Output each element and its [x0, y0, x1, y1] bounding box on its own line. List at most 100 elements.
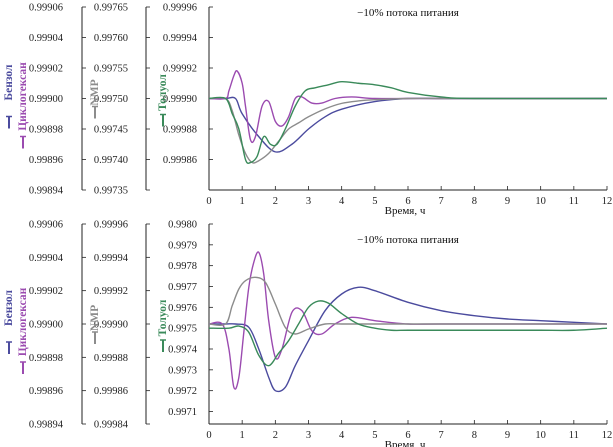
y-tick-label: 0.99996 — [163, 3, 197, 14]
y-tick-label: 0.99986 — [163, 155, 197, 166]
y-tick-label: 0.99988 — [163, 125, 197, 136]
y-tick-label: 0.99984 — [94, 420, 129, 431]
y-tick-label: 0.99986 — [94, 386, 128, 397]
y-tick-label: 0.99765 — [94, 3, 128, 14]
chart-title: −10% потока питания — [357, 234, 459, 246]
x-tick-label: 4 — [339, 430, 345, 441]
y-tick-label: 0.99896 — [29, 155, 63, 166]
series-line-toluene — [208, 80, 608, 165]
series-line-cyclohexane — [208, 70, 607, 144]
y-axis-1: 0.99906 0.99904 0.99902 0.99900 0.99898 0.998… — [29, 220, 86, 431]
x-tick-label: 8 — [472, 196, 477, 207]
y-tick-label: 0.99996 — [94, 220, 128, 231]
x-tick-label: 9 — [505, 196, 510, 207]
y-tick-label: 0.99735 — [94, 186, 128, 197]
y-tick-label: 0.99894 — [29, 420, 64, 431]
legend-cyclohexane-label: Циклогексан — [17, 287, 29, 356]
y-tick-label: 0.99988 — [94, 353, 128, 364]
y-axis-2: 0.99996 0.99994 0.99992 0.99990 0.99988 0.999… — [94, 220, 150, 431]
series-group — [208, 251, 608, 393]
x-tick-label: 11 — [569, 196, 579, 207]
x-tick-label: 3 — [306, 196, 311, 207]
y-tick-label: 0.99994 — [163, 33, 198, 44]
y-tick-label: 0.9971 — [168, 407, 197, 418]
x-tick-label: 0 — [206, 196, 211, 207]
x-tick-label: 10 — [535, 430, 546, 441]
y-tick-label: 0.99755 — [94, 64, 128, 75]
y-tick-label: 0.99760 — [94, 33, 128, 44]
x-tick-label: 11 — [569, 430, 579, 441]
series-line-cyclohexane — [208, 251, 607, 390]
y-tick-label: 0.99750 — [94, 94, 128, 105]
x-tick-label: 2 — [273, 430, 278, 441]
legend-toluene-label: Толуол — [157, 299, 169, 336]
series-line-nmp — [208, 276, 607, 335]
x-tick-label: 12 — [602, 430, 613, 441]
x-tick-label: 6 — [405, 196, 410, 207]
y-axis-3: 0.99996 0.99994 0.99992 0.99990 0.99988 0.999… — [163, 3, 213, 190]
x-tick-label: 4 — [339, 196, 345, 207]
y-tick-label: 0.9972 — [168, 386, 197, 397]
x-tick-label: 2 — [273, 196, 278, 207]
series-line-nmp — [208, 96, 607, 164]
x-axis-label: Время, ч — [385, 439, 426, 447]
y-tick-label: 0.99900 — [29, 320, 63, 331]
y-tick-label: 0.99990 — [94, 320, 128, 331]
y-tick-label: 0.99894 — [29, 186, 64, 197]
x-tick-label: 5 — [372, 430, 377, 441]
series-line-benzene — [209, 286, 608, 393]
series-line-toluene — [208, 300, 608, 367]
legend-toluene-label: Толуол — [157, 74, 169, 111]
y-tick-label: 0.9978 — [168, 261, 197, 272]
x-axis: 0 1 2 3 4 5 6 7 8 9 10 11 12 — [206, 420, 612, 441]
x-tick-label: 1 — [240, 430, 245, 441]
y-tick-label: 0.9977 — [168, 282, 197, 293]
y-tick-label: 0.99906 — [29, 3, 63, 14]
x-tick-label: 7 — [439, 196, 444, 207]
y-tick-label: 0.99992 — [163, 64, 197, 75]
chart-panel-2: 0.99906 0.99904 0.99902 0.99900 0.99898 0.998… — [3, 220, 612, 447]
y-tick-label: 0.99994 — [94, 253, 129, 264]
y-tick-label: 0.99904 — [29, 33, 64, 44]
y-tick-label: 0.99904 — [29, 253, 64, 264]
legend-nmp-label: NMP — [89, 79, 101, 105]
x-tick-label: 1 — [240, 196, 245, 207]
x-tick-label: 5 — [372, 196, 377, 207]
y-tick-label: 0.9973 — [168, 365, 197, 376]
x-tick-label: 9 — [505, 430, 510, 441]
legend-benzene-label: Бензол — [3, 64, 15, 100]
x-tick-label: 7 — [439, 430, 444, 441]
y-axis-3: 0.9980 0.9979 0.9978 0.9977 0.9976 0.9975 0.99… — [168, 220, 213, 424]
x-tick-label: 3 — [306, 430, 311, 441]
y-tick-label: 0.99992 — [94, 286, 128, 297]
x-tick-label: 6 — [405, 430, 410, 441]
x-tick-label: 12 — [602, 196, 613, 207]
y-tick-label: 0.99902 — [29, 64, 63, 75]
y-tick-label: 0.99990 — [163, 94, 197, 105]
legend-cyclohexane-label: Циклогексан — [17, 62, 29, 131]
y-axis-2: 0.99765 0.99760 0.99755 0.99750 0.99745 0.997… — [94, 3, 150, 197]
x-tick-label: 8 — [472, 430, 477, 441]
chart-panel-1: 0.99906 0.99904 0.99902 0.99900 0.99898 0.998… — [3, 3, 612, 218]
x-tick-label: 0 — [206, 430, 211, 441]
y-tick-label: 0.99740 — [94, 155, 128, 166]
y-tick-label: 0.99745 — [94, 125, 128, 136]
y-tick-label: 0.9976 — [168, 303, 197, 314]
y-tick-label: 0.99906 — [29, 220, 63, 231]
legend-nmp-label: NMP — [89, 305, 101, 331]
x-axis-label: Время, ч — [385, 205, 426, 217]
y-tick-label: 0.99902 — [29, 286, 63, 297]
y-axis-1: 0.99906 0.99904 0.99902 0.99900 0.99898 0.998… — [29, 3, 86, 197]
y-tick-label: 0.9975 — [168, 324, 197, 335]
y-tick-label: 0.9974 — [168, 345, 198, 356]
y-tick-label: 0.99898 — [29, 353, 63, 364]
x-tick-label: 10 — [535, 196, 546, 207]
y-tick-label: 0.99896 — [29, 386, 63, 397]
y-tick-label: 0.9979 — [168, 240, 197, 251]
y-tick-label: 0.9980 — [168, 220, 197, 231]
legend-benzene-label: Бензол — [3, 289, 15, 325]
chart-title: −10% потока питания — [357, 7, 459, 19]
y-tick-label: 0.99898 — [29, 125, 63, 136]
series-group — [208, 70, 608, 165]
